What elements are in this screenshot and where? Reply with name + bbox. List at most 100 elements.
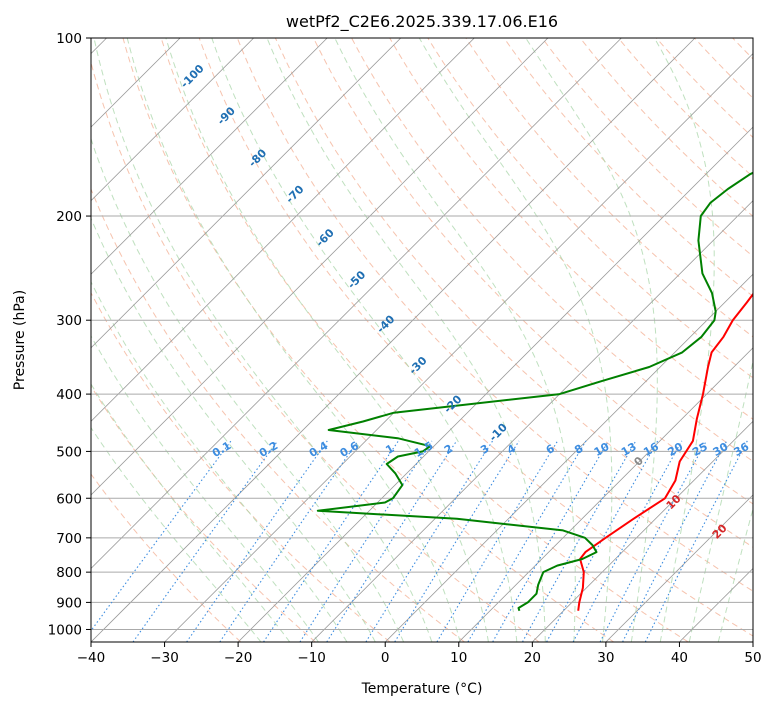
isotherm	[532, 420, 753, 642]
isotherm	[237, 126, 753, 642]
isotherm-label: -10	[487, 421, 510, 444]
dry-adiabat	[351, 38, 753, 462]
x-tick-label: 10	[450, 650, 467, 666]
isotherm	[311, 200, 753, 642]
x-tick-label: −30	[150, 650, 179, 666]
mixing-ratio-label: 25	[690, 440, 710, 459]
isotherm	[91, 38, 402, 349]
isotherm-label: -100	[178, 62, 207, 91]
moist-adiabat	[688, 358, 753, 642]
x-tick-label: 0	[381, 650, 390, 666]
dry-adiabat	[732, 38, 753, 60]
dry-adiabat	[771, 38, 775, 642]
y-tick-label: 900	[56, 595, 82, 611]
isotherm-label: -60	[313, 226, 336, 249]
temperature-profile-line	[577, 292, 753, 611]
isotherm-label: -80	[246, 146, 269, 169]
mixing-ratio-line	[91, 440, 232, 632]
y-tick-label: 700	[56, 531, 82, 547]
y-tick-label: 600	[56, 491, 82, 507]
dry-adiabat	[656, 38, 753, 139]
dry-adiabat	[274, 38, 753, 548]
isotherm	[91, 38, 328, 275]
x-tick-label: −10	[297, 650, 326, 666]
isotherm	[679, 567, 753, 642]
moist-adiabat	[717, 507, 753, 642]
x-tick-label: −40	[77, 650, 106, 666]
dry-adiabat	[541, 38, 753, 257]
mixing-ratio-line	[492, 440, 610, 642]
dry-adiabat	[122, 38, 614, 642]
mixing-ratio-label: 1	[383, 442, 396, 457]
mixing-ratio-line	[132, 440, 279, 642]
y-axis-label: Pressure (hPa)	[12, 290, 28, 390]
x-tick-label: 20	[524, 650, 541, 666]
mixing-ratio-line	[326, 440, 458, 642]
isotherm-label: -20	[441, 392, 464, 415]
moist-adiabat	[418, 38, 613, 642]
dry-adiabat	[313, 38, 753, 505]
isotherm	[605, 494, 753, 642]
mixing-ratio-label: 2	[442, 442, 455, 457]
isotherm-label: -50	[345, 268, 368, 291]
isotherm	[91, 38, 475, 422]
x-axis-label: Temperature (°C)	[361, 681, 483, 697]
mixing-ratio-line	[522, 440, 637, 642]
dry-adiabat	[91, 473, 242, 642]
mixing-ratio-line	[467, 440, 587, 642]
dry-adiabat	[694, 38, 753, 99]
y-tick-label: 200	[56, 209, 82, 225]
moist-adiabat	[211, 38, 518, 642]
isotherm	[164, 53, 753, 642]
moist-adiabat	[91, 217, 376, 642]
isotherm	[752, 641, 753, 642]
mixing-ratio-line	[263, 440, 399, 642]
x-tick-label: 40	[671, 650, 688, 666]
dry-adiabat	[465, 38, 753, 338]
isotherm-label: -30	[406, 354, 429, 377]
isotherm	[384, 273, 753, 642]
dewpoint-profile-line	[316, 171, 753, 612]
dry-adiabat	[503, 38, 753, 298]
x-tick-label: 50	[744, 650, 761, 666]
moist-adiabat	[266, 38, 546, 642]
y-tick-label: 300	[56, 313, 82, 329]
y-tick-label: 800	[56, 565, 82, 581]
mixing-ratio-label: 3	[478, 442, 491, 457]
isotherm-label: -90	[215, 104, 238, 127]
moist-adiabat	[91, 426, 262, 642]
plot-area	[91, 38, 775, 642]
axis-ticks: −40 −30 −20 −10 0 10 20 30 40 50 100 200 300 400 500 60…	[48, 31, 762, 666]
y-tick-label: 1000	[48, 622, 82, 638]
dry-adiabat	[91, 385, 316, 642]
isotherm	[91, 38, 696, 642]
dry-adiabat	[236, 38, 753, 592]
y-tick-label: 500	[56, 444, 82, 460]
mixing-ratio-line	[546, 440, 659, 642]
mixing-ratio-label: 10	[592, 440, 612, 459]
moist-adiabat	[653, 38, 715, 642]
pseudoadiabat-label: 20	[710, 521, 730, 541]
moist-adiabat	[91, 137, 405, 642]
mixing-ratio-line	[365, 440, 494, 642]
moist-adiabat	[334, 38, 576, 642]
moist-adiabat	[525, 38, 658, 642]
mixing-ratio-line	[644, 440, 748, 642]
chart-title: wetPf2_C2E6.2025.339.17.06.E16	[286, 12, 558, 32]
mixing-ratio-line	[219, 440, 359, 642]
dry-adiabat	[160, 38, 689, 642]
plot-annotations: 0.1 0.2 0.4 0.6 1 1.5 2 3 4 6 8 10 13 16 20 25 30 36-100-…	[178, 62, 753, 577]
x-tick-label: −20	[224, 650, 253, 666]
moist-adiabat	[93, 38, 433, 642]
moist-adiabat	[126, 38, 461, 642]
x-tick-label: 30	[597, 650, 614, 666]
dry-adiabat	[91, 60, 540, 642]
isotherm	[91, 38, 254, 202]
mixing-ratio-line	[436, 440, 559, 642]
isotherm	[91, 38, 549, 496]
isotherm-label: -40	[374, 312, 397, 335]
moist-adiabat	[91, 280, 348, 642]
mixing-ratio-label: 0.6	[338, 439, 362, 460]
dry-adiabat	[91, 187, 465, 642]
